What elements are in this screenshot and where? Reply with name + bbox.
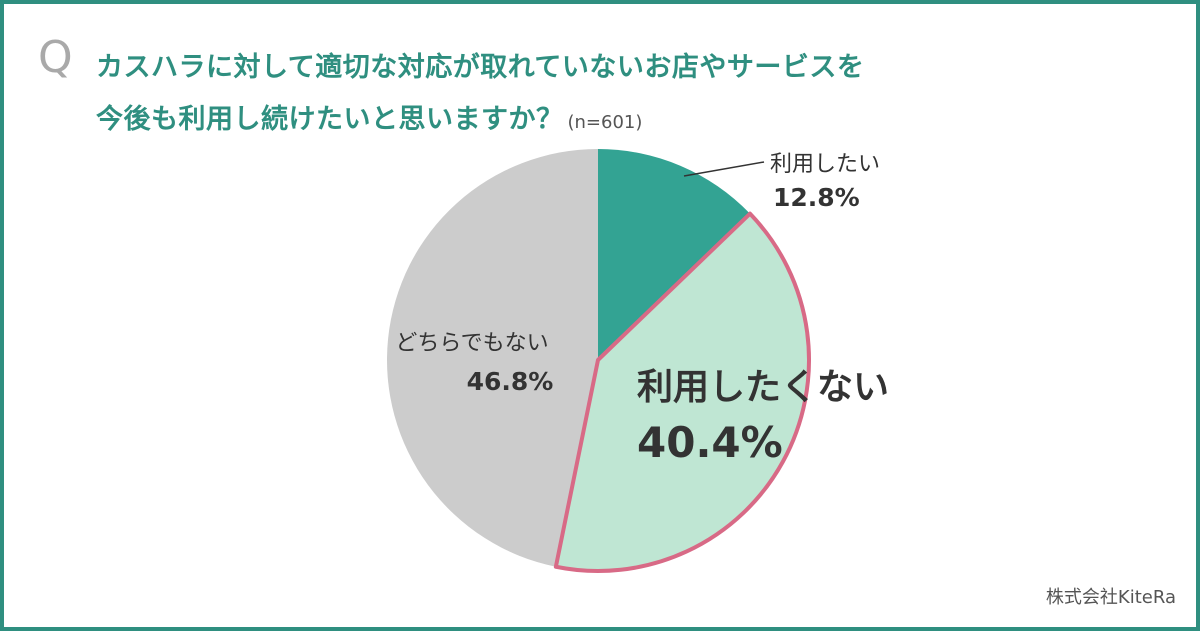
slice-not-want — [553, 211, 811, 573]
slice-label-want: 利用したい — [770, 152, 880, 177]
sample-size: (n=601) — [567, 112, 643, 133]
slice-value-not-want: 40.4% — [637, 418, 783, 467]
label-group-neither: どちらでもない 46.8% — [395, 331, 553, 396]
slice-label-neither: どちらでもない — [395, 331, 548, 356]
slice-value-want: 12.8% — [773, 183, 860, 212]
leader-line-want — [683, 161, 765, 177]
slice-want — [598, 149, 750, 360]
label-group-want: 利用したい 12.8% — [770, 152, 880, 212]
slice-neither — [387, 149, 598, 567]
chart-title-line-1: カスハラに対して適切な対応が取れていないお店やサービスを — [96, 52, 865, 83]
slice-label-not-want: 利用したくない — [637, 367, 889, 408]
chart-title-line-2: 今後も利用し続けたいと思いますか？ (n=601) — [96, 97, 642, 136]
slice-value-neither: 46.8% — [467, 367, 554, 396]
pie-slices — [387, 149, 811, 573]
source-credit: 株式会社KiteRa — [1045, 587, 1176, 608]
chart-title-line-2-text: 今後も利用し続けたいと思いますか？ — [96, 104, 564, 135]
question-mark: Q — [38, 32, 73, 83]
label-group-not-want: 利用したくない 40.4% — [637, 367, 889, 467]
